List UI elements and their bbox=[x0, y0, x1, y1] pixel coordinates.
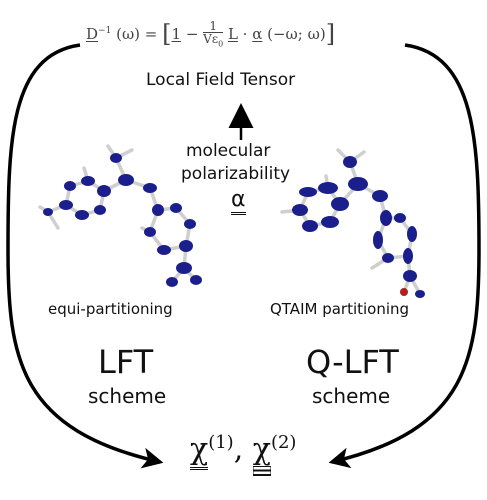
equation-minus: − bbox=[181, 25, 204, 44]
equation-open-bracket: [ bbox=[162, 20, 172, 49]
alpha-symbol: α bbox=[231, 187, 246, 215]
chi2-symbol: χ bbox=[252, 432, 271, 467]
equation-fraction: 1 Vε0 bbox=[203, 20, 224, 50]
left-molecule-caption: equi-partitioning bbox=[48, 300, 173, 318]
right-molecule-image bbox=[280, 148, 425, 298]
right-molecule-caption: QTAIM partitioning bbox=[270, 300, 410, 318]
chi1-order: (1) bbox=[208, 432, 234, 453]
local-field-equation: D−1 (ω) = [1 − 1 Vε0 L · α (−ω; ω)] bbox=[86, 20, 335, 50]
equation-alpha: α bbox=[252, 25, 263, 44]
equation-dot: · bbox=[237, 25, 253, 44]
right-curved-arrow bbox=[328, 43, 481, 469]
equation-fraction-den-sub: 0 bbox=[218, 39, 224, 49]
equation-fraction-num: 1 bbox=[203, 20, 224, 33]
alpha-symbol-text: α bbox=[231, 187, 246, 215]
polarizability-label: polarizability bbox=[181, 164, 291, 184]
equation-omega-arg: (ω) = bbox=[116, 25, 163, 44]
equation-fraction-den: Vε bbox=[203, 32, 219, 46]
equation-close-bracket: ] bbox=[325, 20, 336, 49]
qlft-title: Q-LFT bbox=[306, 343, 399, 381]
left-curved-arrow bbox=[6, 43, 164, 469]
equation-l-tensor: L bbox=[227, 25, 238, 44]
equation-alpha-arg: (−ω; ω) bbox=[267, 25, 326, 44]
result-comma: , bbox=[233, 432, 253, 467]
equation-d-tensor: D bbox=[86, 25, 99, 44]
lft-subtitle: scheme bbox=[88, 384, 167, 408]
equation-identity: 1 bbox=[171, 25, 182, 44]
molecular-label: molecular bbox=[186, 141, 271, 161]
local-field-tensor-label: Local Field Tensor bbox=[146, 70, 296, 90]
susceptibility-result: χ(1), χ(2) bbox=[190, 432, 297, 470]
chi2-order: (2) bbox=[270, 432, 297, 453]
equation-inverse-sup: −1 bbox=[98, 26, 112, 37]
qlft-subtitle: scheme bbox=[312, 384, 391, 408]
left-molecule-image bbox=[38, 144, 202, 287]
chi1-symbol: χ bbox=[190, 432, 209, 470]
lft-title: LFT bbox=[98, 343, 154, 381]
